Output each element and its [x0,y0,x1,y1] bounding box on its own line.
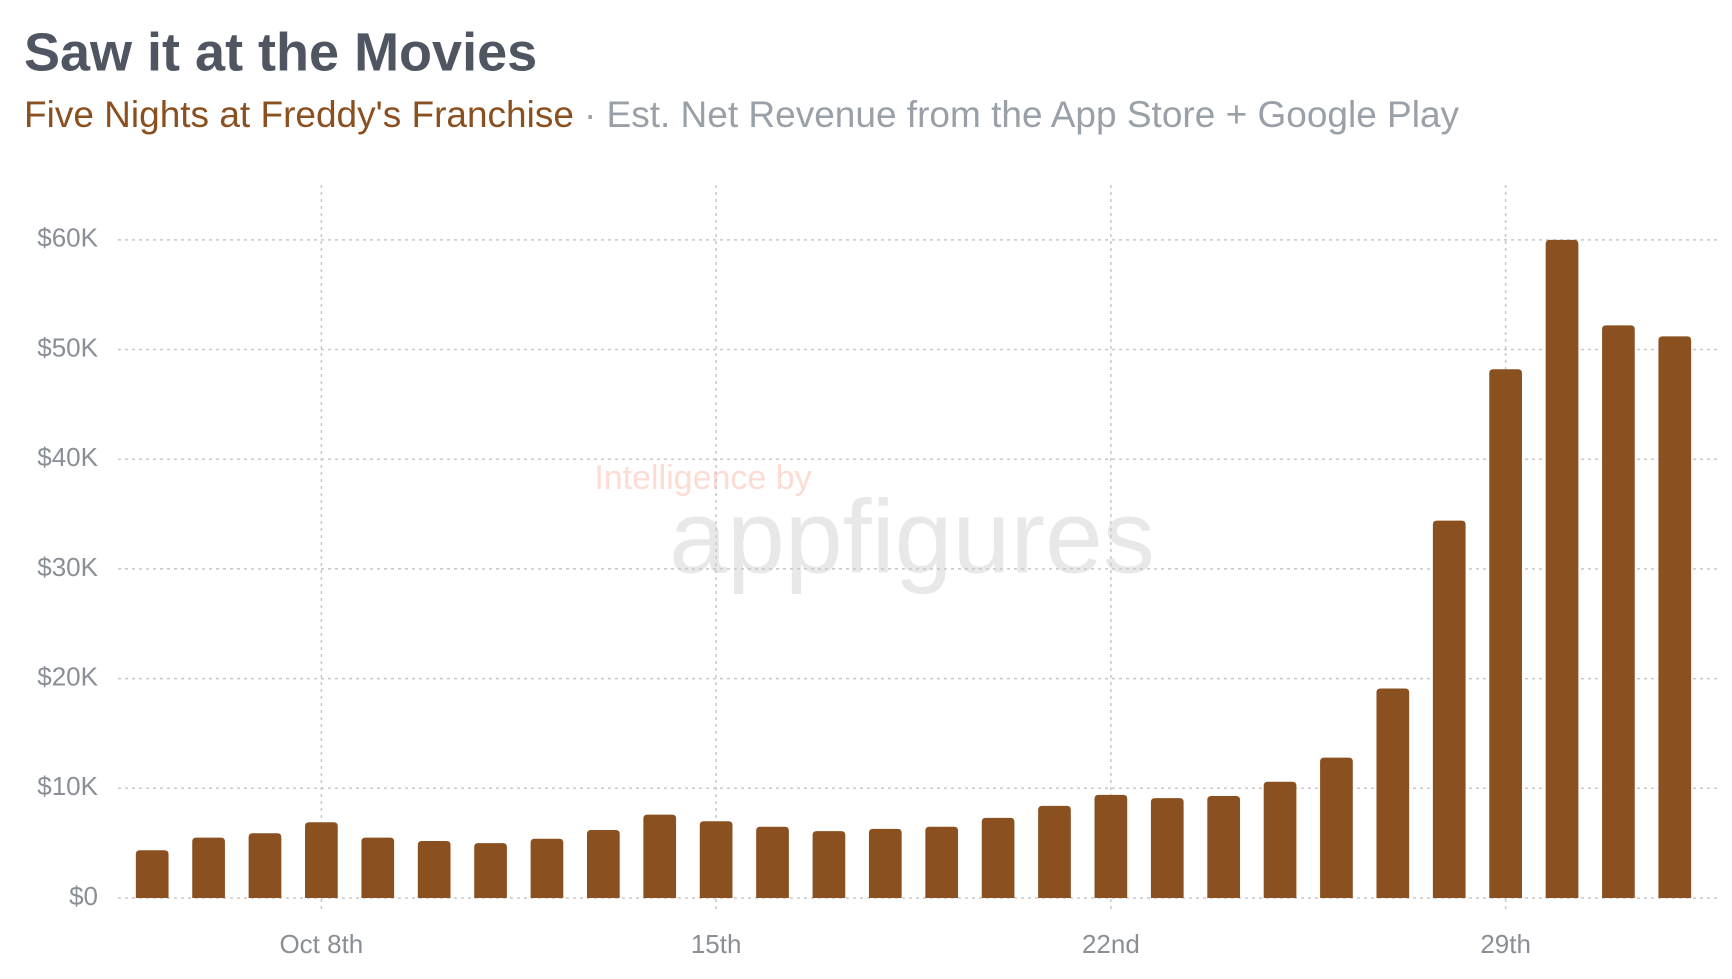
bar [361,837,395,898]
watermark-top: Intelligence by [594,459,811,497]
subtitle-text: · Est. Net Revenue from the App Store + … [584,94,1460,135]
chart-subtitle: Five Nights at Freddy's Franchise · Est. … [24,94,1460,135]
bar [1376,688,1410,898]
bar [1432,520,1466,898]
x-tick-label: 29th [1480,929,1531,959]
bar [1207,795,1241,898]
bar [1489,369,1522,898]
bar [925,826,959,898]
bar [756,826,789,898]
y-tick-label: $60K [37,223,98,253]
bar [981,817,1015,898]
bar [586,829,620,898]
bar [1602,325,1635,899]
bar [530,838,564,898]
y-tick-label: $40K [37,442,98,472]
bar [135,850,169,898]
subtitle-highlight: Five Nights at Freddy's Franchise [24,94,574,135]
y-tick-label: $0 [69,881,98,911]
bar [474,843,507,898]
y-tick-label: $20K [37,661,98,691]
bar [868,828,902,898]
bar [699,821,733,898]
y-tick-label: $10K [37,771,98,801]
y-tick-label: $50K [37,332,98,362]
bar [643,814,677,898]
x-tick-label: Oct 8th [279,929,363,959]
bar [1658,336,1692,899]
bar [812,831,846,898]
bar [1545,239,1579,898]
bar [305,822,338,898]
bar [1038,805,1071,898]
bar [1150,798,1184,898]
bar [417,840,451,898]
x-tick-label: 22nd [1082,929,1140,959]
bar [248,833,282,898]
bar [1094,794,1128,898]
bar [1263,781,1297,898]
watermark-logo: appfigures [669,479,1155,595]
bar [1320,757,1353,898]
bar [192,837,225,898]
y-tick-label: $30K [37,552,98,582]
x-tick-label: 15th [691,929,742,959]
chart-title: Saw it at the Movies [24,22,537,82]
